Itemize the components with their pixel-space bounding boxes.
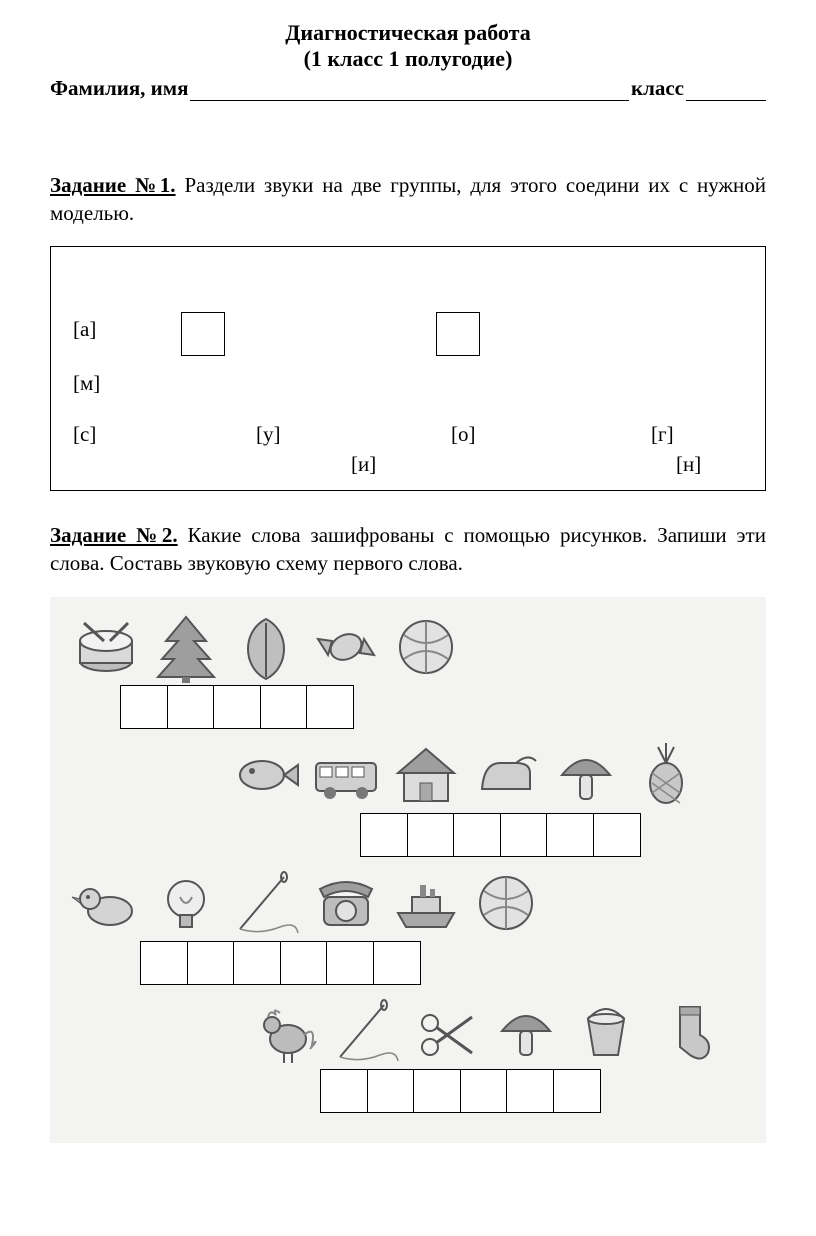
answer-box[interactable] (500, 813, 548, 857)
sound-n: [н] (676, 452, 701, 477)
mushroom-icon (550, 739, 622, 811)
task2-row (60, 611, 756, 729)
task2-row (60, 739, 756, 857)
ball-icon (470, 867, 542, 939)
answer-box[interactable] (260, 685, 308, 729)
answer-box[interactable] (453, 813, 501, 857)
name-line: Фамилия, имя класс (50, 76, 766, 101)
sock-icon (650, 995, 722, 1067)
house-icon (390, 739, 462, 811)
sound-m: [м] (73, 356, 100, 411)
rooster-icon (250, 995, 322, 1067)
answer-box[interactable] (506, 1069, 554, 1113)
pineapple-icon (630, 739, 702, 811)
answer-box[interactable] (187, 941, 235, 985)
picture-strip (70, 867, 756, 939)
header-block: Диагностическая работа (1 класс 1 полуго… (50, 20, 766, 72)
worksheet-subtitle: (1 класс 1 полугодие) (50, 46, 766, 72)
sound-g: [г] (651, 422, 674, 447)
answer-boxes[interactable] (120, 685, 756, 729)
answer-box[interactable] (413, 1069, 461, 1113)
leaf-icon (230, 611, 302, 683)
answer-box[interactable] (167, 685, 215, 729)
answer-boxes[interactable] (140, 941, 756, 985)
worksheet-page: Диагностическая работа (1 класс 1 полуго… (0, 0, 816, 1173)
task2-heading: Задание №2. Какие слова зашифрованы с по… (50, 521, 766, 578)
bucket-icon (570, 995, 642, 1067)
answer-box[interactable] (306, 685, 354, 729)
answer-boxes[interactable] (360, 813, 756, 857)
answer-box[interactable] (233, 941, 281, 985)
bulb-icon (150, 867, 222, 939)
answer-box[interactable] (140, 941, 188, 985)
answer-box[interactable] (360, 813, 408, 857)
picture-strip (70, 611, 756, 683)
scissors-icon (410, 995, 482, 1067)
picture-strip (230, 739, 756, 811)
name-blank[interactable] (190, 81, 629, 101)
worksheet-title: Диагностическая работа (50, 20, 766, 46)
ship-icon (390, 867, 462, 939)
answer-box[interactable] (407, 813, 455, 857)
model-square-1[interactable] (181, 312, 225, 356)
iron-icon (470, 739, 542, 811)
answer-box[interactable] (320, 1069, 368, 1113)
sound-i: [и] (351, 452, 376, 477)
sound-s: [с] (73, 422, 96, 447)
fir-tree-icon (150, 611, 222, 683)
answer-box[interactable] (373, 941, 421, 985)
task2-number: Задание №2. (50, 523, 178, 547)
task2-area (50, 597, 766, 1143)
candy-icon (310, 611, 382, 683)
task2-row (60, 995, 756, 1113)
sound-a: [а] (73, 302, 100, 357)
task1-number: Задание №1. (50, 173, 176, 197)
class-blank[interactable] (686, 81, 766, 101)
answer-box[interactable] (326, 941, 374, 985)
answer-box[interactable] (213, 685, 261, 729)
sound-o: [о] (451, 422, 476, 447)
phone-icon (310, 867, 382, 939)
task1-box: [а] [м] [с] [у] [о] [г] [и] [н] (50, 246, 766, 491)
ball-icon (390, 611, 462, 683)
needle-icon (230, 867, 302, 939)
duck-icon (70, 867, 142, 939)
answer-box[interactable] (546, 813, 594, 857)
answer-box[interactable] (367, 1069, 415, 1113)
task1-left-sounds: [а] [м] (73, 302, 100, 411)
answer-box[interactable] (460, 1069, 508, 1113)
answer-box[interactable] (120, 685, 168, 729)
answer-box[interactable] (553, 1069, 601, 1113)
name-label: Фамилия, имя (50, 76, 188, 101)
task1-heading: Задание №1. Раздели звуки на две группы,… (50, 171, 766, 228)
class-label: класс (631, 76, 684, 101)
model-square-2[interactable] (436, 312, 480, 356)
sound-u: [у] (256, 422, 281, 447)
answer-box[interactable] (593, 813, 641, 857)
bus-icon (310, 739, 382, 811)
fish-icon (230, 739, 302, 811)
task2-row (60, 867, 756, 985)
picture-strip (250, 995, 756, 1067)
mushroom-icon (490, 995, 562, 1067)
answer-box[interactable] (280, 941, 328, 985)
answer-boxes[interactable] (320, 1069, 756, 1113)
needle-icon (330, 995, 402, 1067)
drum-icon (70, 611, 142, 683)
